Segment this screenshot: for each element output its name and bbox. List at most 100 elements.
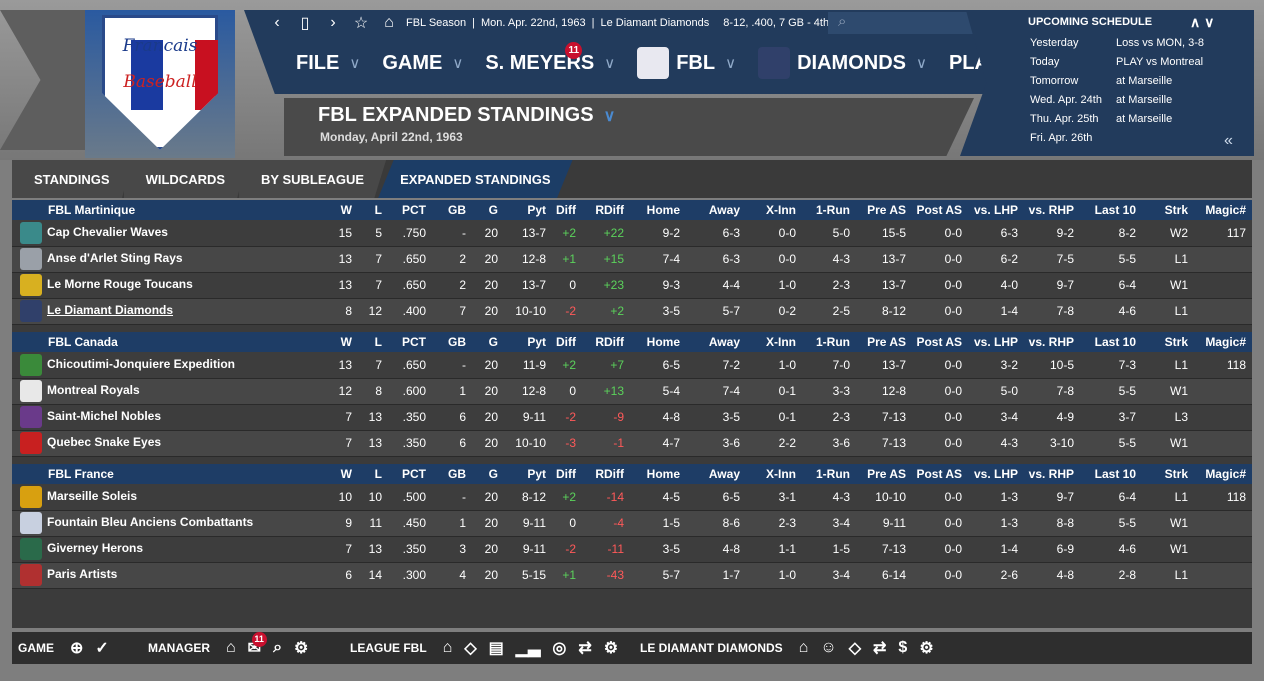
column-header[interactable]: Magic#: [1194, 464, 1252, 484]
table-row[interactable]: Le Diamant Diamonds 8 12.400 7 20 10-10 -2 +2 3-…: [12, 298, 1252, 325]
column-header[interactable]: Away: [686, 464, 746, 484]
table-row[interactable]: Paris Artists 6 14.300 4 20 5-15 +1 -43 5-7 1-7 1-…: [12, 562, 1252, 589]
column-header[interactable]: Diff: [552, 464, 582, 484]
column-header[interactable]: G: [472, 332, 504, 352]
column-header[interactable]: L: [358, 332, 388, 352]
diamond-icon[interactable]: ◇: [464, 640, 477, 657]
column-header[interactable]: Home: [630, 464, 686, 484]
chevron-up-icon[interactable]: ∧: [1190, 14, 1201, 30]
schedule-row[interactable]: Today PLAY vs Montreal: [1030, 56, 1203, 68]
column-header[interactable]: Pre AS: [856, 200, 912, 220]
column-header[interactable]: vs. LHP: [968, 200, 1024, 220]
table-row[interactable]: Quebec Snake Eyes 7 13.350 6 20 10-10 -3 -1 4-7 3…: [12, 430, 1252, 457]
column-header[interactable]: GB: [432, 200, 472, 220]
table-row[interactable]: Saint-Michel Nobles 7 13.350 6 20 9-11 -2 -9 4-8…: [12, 404, 1252, 431]
column-header[interactable]: PCT: [388, 200, 432, 220]
column-header[interactable]: PCT: [388, 464, 432, 484]
column-header[interactable]: 1-Run: [802, 200, 856, 220]
table-row[interactable]: Anse d'Arlet Sting Rays 13 7.650 2 20 12-8 +1 +…: [12, 246, 1252, 273]
team-name[interactable]: Quebec Snake Eyes: [47, 435, 162, 450]
menu-manager[interactable]: S. MEYERS 11 ∨: [485, 41, 615, 75]
column-header[interactable]: vs. RHP: [1024, 332, 1080, 352]
column-header[interactable]: Pyt: [504, 332, 552, 352]
column-header[interactable]: Diff: [552, 332, 582, 352]
schedule-row[interactable]: Wed. Apr. 24th at Marseille: [1030, 94, 1172, 106]
schedule-row[interactable]: Yesterday Loss vs MON, 3-8: [1030, 37, 1204, 49]
gear-icon[interactable]: ⚙: [919, 640, 934, 657]
menu-file[interactable]: FILE ∨: [296, 51, 361, 74]
gear-icon[interactable]: ⚙: [603, 640, 619, 657]
column-header[interactable]: vs. LHP: [968, 464, 1024, 484]
column-header[interactable]: Home: [630, 200, 686, 220]
diamond-icon[interactable]: ◇: [848, 640, 861, 657]
column-header[interactable]: X-Inn: [746, 332, 802, 352]
roster-icon[interactable]: ☺: [820, 639, 837, 656]
team-cell[interactable]: Cap Chevalier Waves: [12, 220, 334, 247]
schedule-row[interactable]: Fri. Apr. 26th: [1030, 132, 1116, 144]
star-icon[interactable]: ☆: [353, 15, 369, 32]
home-icon[interactable]: ⌂: [798, 639, 809, 656]
search-icon[interactable]: ⌕: [273, 639, 283, 656]
team-cell[interactable]: Le Diamant Diamonds: [12, 298, 334, 325]
column-header[interactable]: Last 10: [1080, 332, 1142, 352]
column-header[interactable]: Home: [630, 332, 686, 352]
column-header[interactable]: G: [472, 464, 504, 484]
column-header[interactable]: Strk: [1142, 200, 1194, 220]
menu-team[interactable]: DIAMONDS ∨: [758, 47, 927, 79]
column-header[interactable]: W: [334, 332, 358, 352]
team-logo[interactable]: Francais Baseball: [85, 10, 235, 158]
schedule-row[interactable]: Thu. Apr. 25th at Marseille: [1030, 113, 1172, 125]
column-header[interactable]: vs. RHP: [1024, 200, 1080, 220]
column-header[interactable]: RDiff: [582, 200, 630, 220]
table-row[interactable]: Marseille Soleis 10 10.500-20 8-12 +2 -14 4-5 6…: [12, 484, 1252, 511]
column-header[interactable]: Last 10: [1080, 464, 1142, 484]
column-header[interactable]: L: [358, 464, 388, 484]
team-name[interactable]: Fountain Bleu Anciens Combattants: [47, 515, 254, 530]
column-header[interactable]: G: [472, 200, 504, 220]
column-header[interactable]: Away: [686, 332, 746, 352]
column-header[interactable]: Diff: [552, 200, 582, 220]
team-name[interactable]: Chicoutimi-Jonquiere Expedition: [47, 356, 236, 371]
team-name[interactable]: Saint-Michel Nobles: [47, 409, 162, 424]
transactions-icon[interactable]: ⇄: [873, 640, 887, 657]
home-icon[interactable]: ⌂: [384, 14, 394, 31]
forward-arrow-icon[interactable]: ›: [330, 14, 336, 31]
team-name[interactable]: Anse d'Arlet Sting Rays: [47, 251, 183, 266]
column-header[interactable]: Post AS: [912, 200, 968, 220]
team-cell[interactable]: Le Morne Rouge Toucans: [12, 272, 334, 299]
team-name[interactable]: Le Diamant Diamonds: [47, 303, 174, 318]
column-header[interactable]: RDiff: [582, 332, 630, 352]
home-icon[interactable]: ⌂: [226, 639, 236, 656]
team-cell[interactable]: Marseille Soleis: [12, 484, 334, 511]
team-cell[interactable]: Saint-Michel Nobles: [12, 404, 334, 431]
column-header[interactable]: Strk: [1142, 332, 1194, 352]
team-cell[interactable]: Giverney Herons: [12, 536, 334, 563]
column-header[interactable]: L: [358, 200, 388, 220]
column-header[interactable]: X-Inn: [746, 464, 802, 484]
column-header[interactable]: vs. LHP: [968, 332, 1024, 352]
column-header[interactable]: GB: [432, 332, 472, 352]
team-cell[interactable]: Chicoutimi-Jonquiere Expedition: [12, 352, 334, 379]
check-icon[interactable]: ✓: [95, 640, 109, 657]
home-icon[interactable]: ⌂: [442, 639, 453, 656]
column-header[interactable]: Away: [686, 200, 746, 220]
column-header[interactable]: GB: [432, 464, 472, 484]
column-header[interactable]: 1-Run: [802, 464, 856, 484]
column-header[interactable]: Post AS: [912, 332, 968, 352]
mail-icon[interactable]: ✉ 11: [248, 632, 267, 658]
table-row[interactable]: Chicoutimi-Jonquiere Expedition 13 7.650-2…: [12, 352, 1252, 379]
column-header[interactable]: PCT: [388, 332, 432, 352]
dollar-icon[interactable]: $: [898, 639, 908, 656]
menu-game[interactable]: GAME ∨: [382, 51, 464, 74]
column-header[interactable]: Pre AS: [856, 464, 912, 484]
tab-wildcards[interactable]: WILDCARDS: [123, 160, 248, 198]
column-header[interactable]: W: [334, 464, 358, 484]
menu-league[interactable]: FBL ∨: [637, 47, 736, 79]
tab-standings[interactable]: STANDINGS: [12, 160, 132, 198]
team-cell[interactable]: Fountain Bleu Anciens Combattants: [12, 510, 334, 537]
team-name[interactable]: Paris Artists: [47, 567, 118, 582]
search-input[interactable]: ⌕: [828, 12, 1008, 34]
team-name[interactable]: Le Morne Rouge Toucans: [47, 277, 193, 292]
column-header[interactable]: Pyt: [504, 464, 552, 484]
news-icon[interactable]: ▤: [488, 640, 504, 657]
